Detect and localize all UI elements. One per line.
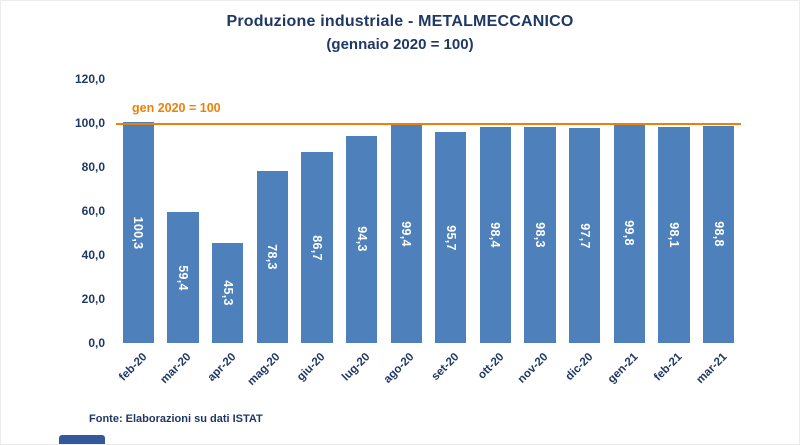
y-tick-label: 20,0	[81, 292, 105, 306]
bar-value-label: 97,7	[577, 222, 592, 249]
bar-value-label: 78,3	[265, 244, 280, 270]
x-axis-label: feb-20	[116, 351, 150, 384]
title-block: Produzione industriale - METALMECCANICO …	[1, 13, 799, 53]
bar-dic-20: 97,7	[569, 128, 601, 343]
bar-value-label: 98,4	[488, 221, 503, 248]
bar-ott-20: 98,4	[479, 126, 512, 343]
reference-line-label: gen 2020 = 100	[132, 101, 221, 115]
bar-gen-21: 99,8	[613, 123, 646, 343]
bar-value-label: 59,4	[175, 264, 190, 291]
x-axis-label: dic-20	[563, 351, 596, 383]
x-axis-label: giu-20	[295, 351, 328, 384]
y-axis: 120,0 100,0 80,0 60,0 40,0 20,0 0,0	[39, 72, 105, 350]
bar-nov-20: 98,3	[524, 126, 556, 343]
x-axis-label: feb-21	[652, 351, 685, 384]
y-tick-label: 0,0	[88, 336, 105, 350]
bar-mar-21: 98,8	[703, 125, 735, 343]
bar-value-label: 99,8	[622, 220, 637, 246]
bar-value-label: 94,3	[354, 226, 369, 253]
x-axis-label: set-20	[429, 351, 462, 383]
bar-apr-20: 45,3	[211, 243, 244, 343]
bar-value-label: 95,7	[443, 224, 458, 251]
x-axis-label: lug-20	[339, 351, 373, 384]
y-tick-label: 100,0	[74, 116, 105, 130]
bar-feb-21: 98,1	[658, 127, 690, 343]
x-axis-label: mar-21	[694, 351, 730, 387]
chart-title: Produzione industriale - METALMECCANICO	[226, 13, 574, 30]
x-axis-label: mar-20	[158, 351, 194, 387]
source-note: Fonte: Elaborazioni su dati ISTAT	[89, 413, 263, 425]
bar-mar-20: 59,4	[167, 212, 199, 343]
footer-ribbon	[59, 435, 105, 444]
bar-value-label: 100,3	[131, 216, 146, 250]
bar-value-label: 98,8	[711, 221, 726, 248]
bar-giu-20: 86,7	[301, 152, 333, 343]
bar-value-label: 98,3	[533, 222, 548, 248]
x-axis-label: mag-20	[245, 351, 283, 388]
bar-set-20: 95,7	[435, 132, 467, 343]
bar-value-label: 99,4	[399, 220, 414, 247]
x-axis-label: ott-20	[475, 351, 507, 382]
bar-feb-20: 100,3	[122, 122, 154, 343]
bar-ago-20: 99,4	[390, 124, 422, 343]
y-tick-label: 40,0	[81, 248, 105, 262]
bar-lug-20: 94,3	[345, 135, 378, 343]
plot-area: gen 2020 = 100 100,3 feb-20 59,4 mar-20 45,3…	[116, 79, 741, 388]
x-axis-label: ago-20	[382, 351, 417, 386]
bar-value-label: 86,7	[309, 234, 324, 261]
x-axis-label: nov-20	[516, 351, 551, 386]
y-tick-label: 80,0	[81, 160, 105, 174]
x-axis-label: gen-21	[605, 351, 641, 386]
reference-line	[116, 123, 741, 125]
x-axis-label: apr-20	[205, 351, 239, 384]
bar-value-label: 98,1	[667, 222, 682, 248]
chart-subtitle: (gennaio 2020 = 100)	[326, 36, 474, 53]
bar-value-label: 45,3	[220, 280, 235, 306]
bar-mag-20: 78,3	[256, 170, 288, 343]
y-tick-label: 60,0	[81, 204, 105, 218]
y-tick-label: 120,0	[74, 72, 105, 86]
